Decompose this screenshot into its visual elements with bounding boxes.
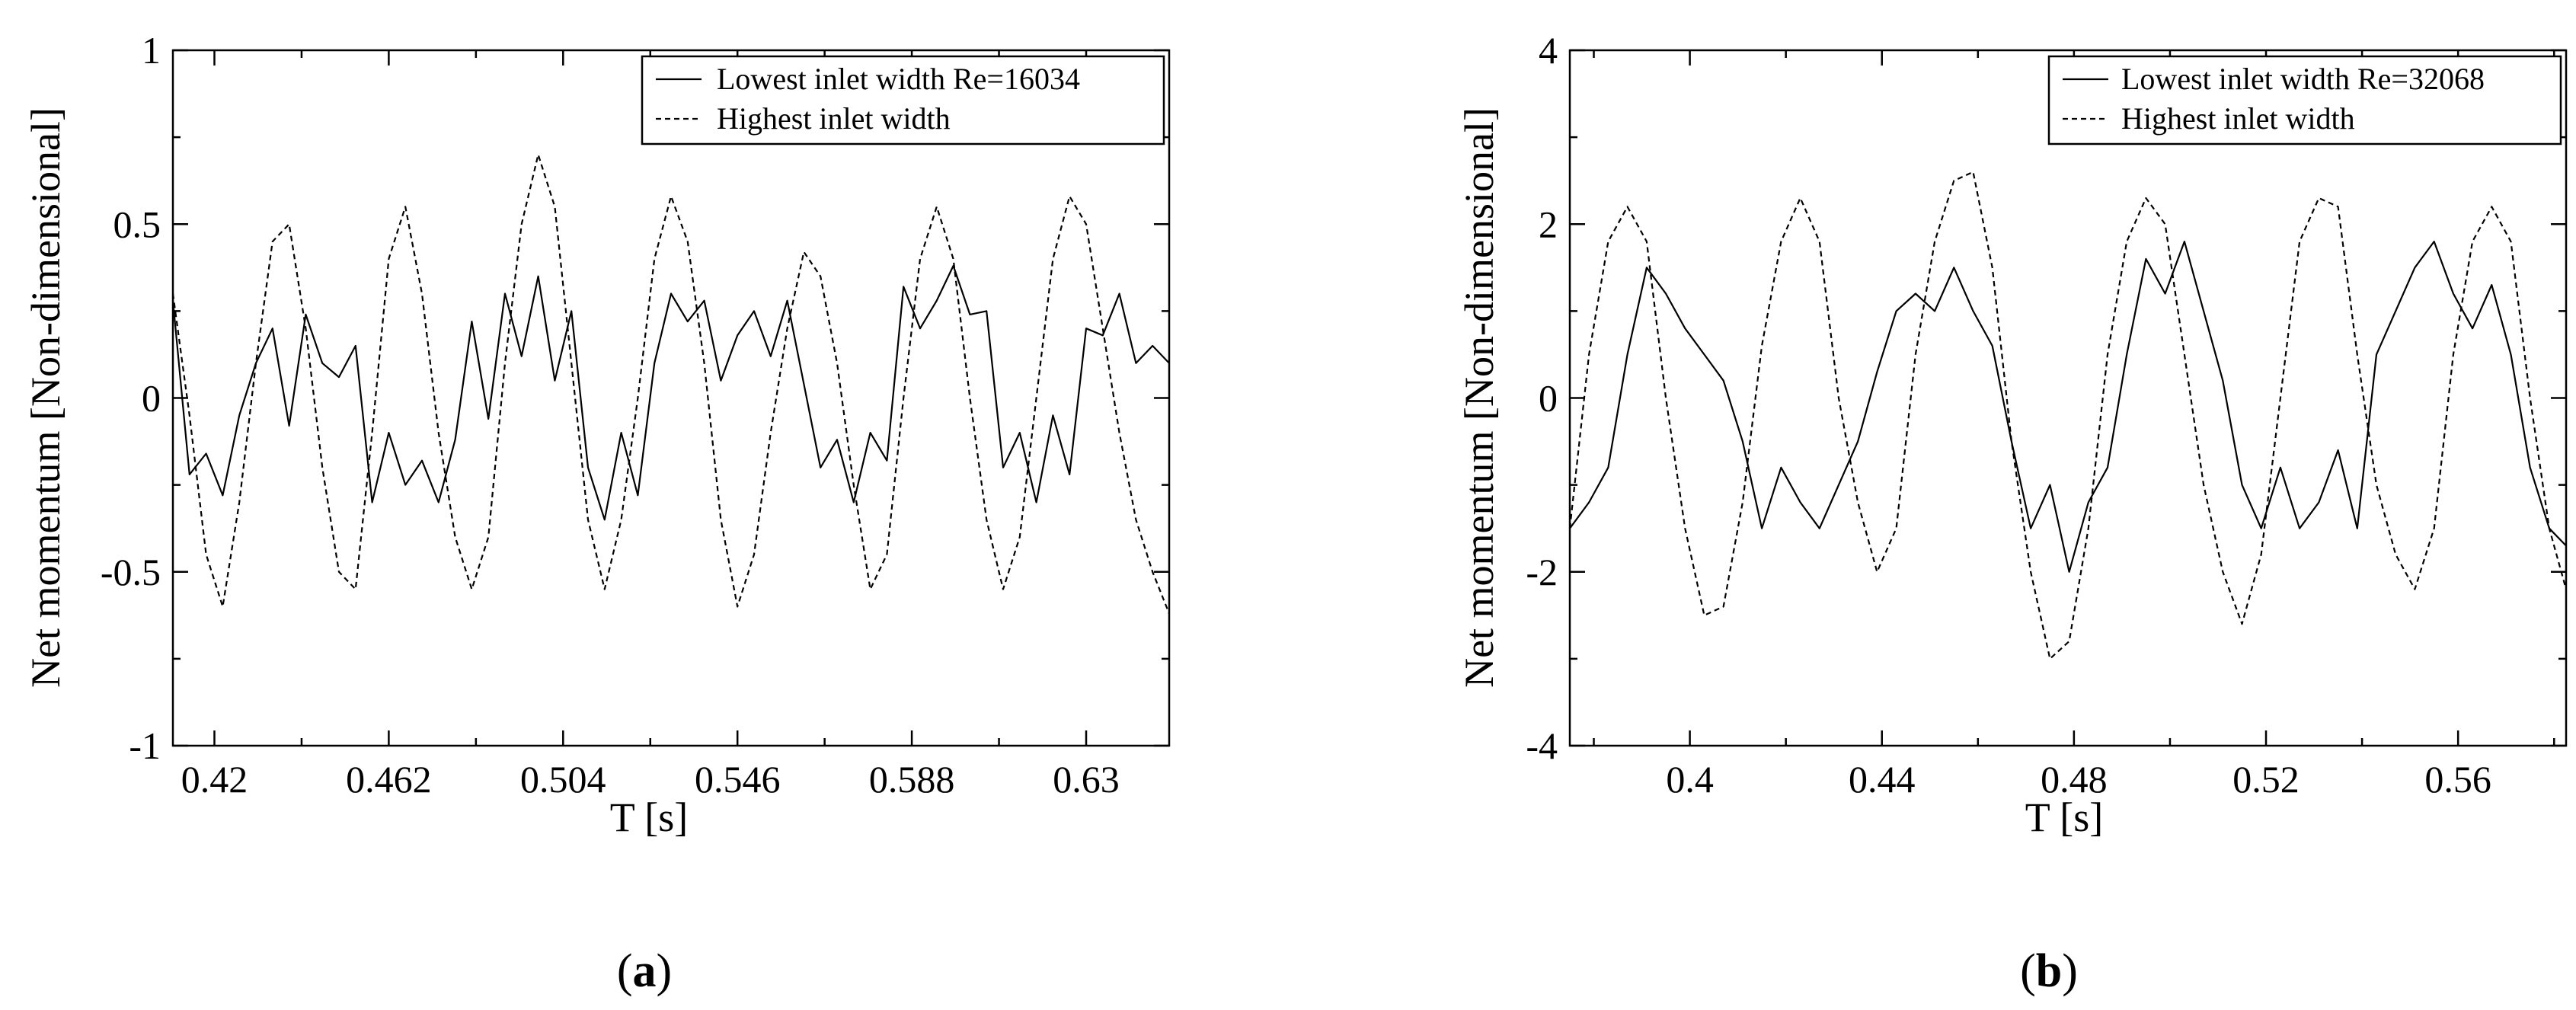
- panel-label-b: (b): [2020, 945, 2078, 997]
- x-axis-label: T [s]: [2025, 794, 2104, 840]
- y-axis-label: Net momentum [Non-dimensional]: [1456, 107, 1502, 688]
- series-line-highest-inlet-width: [1568, 171, 2568, 660]
- y-tick-label: 0.5: [113, 203, 161, 245]
- y-axis-label: Net momentum [Non-dimensional]: [23, 107, 69, 688]
- x-tick-label: 0.52: [2232, 758, 2300, 801]
- legend-entry: Highest inlet width: [717, 101, 951, 136]
- x-tick-label: 0.462: [346, 758, 432, 801]
- x-tick-label: 0.504: [520, 758, 606, 801]
- x-tick-label: 0.44: [1849, 758, 1916, 801]
- x-tick-label: 0.4: [1666, 758, 1714, 801]
- legend: Lowest inlet width Re=32068 Highest inle…: [2047, 55, 2562, 145]
- y-tick-label: -4: [1526, 724, 1558, 767]
- legend-entry: Lowest inlet width Re=16034: [717, 62, 1080, 96]
- x-axis-label: T [s]: [610, 794, 689, 840]
- x-tick-label: 0.42: [181, 758, 248, 801]
- y-tick-label: -0.5: [101, 551, 161, 593]
- y-tick-label: 2: [1539, 203, 1558, 245]
- y-tick-label: -2: [1526, 551, 1558, 593]
- y-tick-label: 0: [1539, 377, 1558, 420]
- series-line-lowest-inlet-width: [171, 264, 1170, 521]
- x-tick-label: 0.588: [869, 758, 955, 801]
- panel-label-a: (a): [617, 945, 672, 997]
- y-tick-label: -1: [129, 724, 161, 767]
- plot-frame: [171, 49, 1171, 747]
- legend-entry: Highest inlet width: [2121, 101, 2355, 136]
- y-tick-label: 0: [142, 377, 161, 420]
- chart-panel-a: Net momentum [Non-dimensional] -1 -0.5 0 0.…: [23, 29, 1171, 997]
- plot-frame: [1568, 49, 2568, 747]
- x-tick-label: 0.48: [2041, 758, 2108, 801]
- x-tick-label: 0.56: [2424, 758, 2491, 801]
- x-tick-label: 0.63: [1053, 758, 1120, 801]
- x-tick-label: 0.546: [695, 758, 781, 801]
- series-line-highest-inlet-width: [171, 153, 1171, 614]
- chart-panel-b: Net momentum [Non-dimensional] -4 -2 0 2 4 0…: [1456, 29, 2568, 997]
- legend: Lowest inlet width Re=16034 Highest inle…: [641, 55, 1165, 145]
- series-line-lowest-inlet-width: [1569, 241, 2567, 573]
- legend-entry: Lowest inlet width Re=32068: [2121, 62, 2485, 96]
- y-tick-label: 4: [1539, 29, 1558, 72]
- y-tick-label: 1: [142, 29, 161, 72]
